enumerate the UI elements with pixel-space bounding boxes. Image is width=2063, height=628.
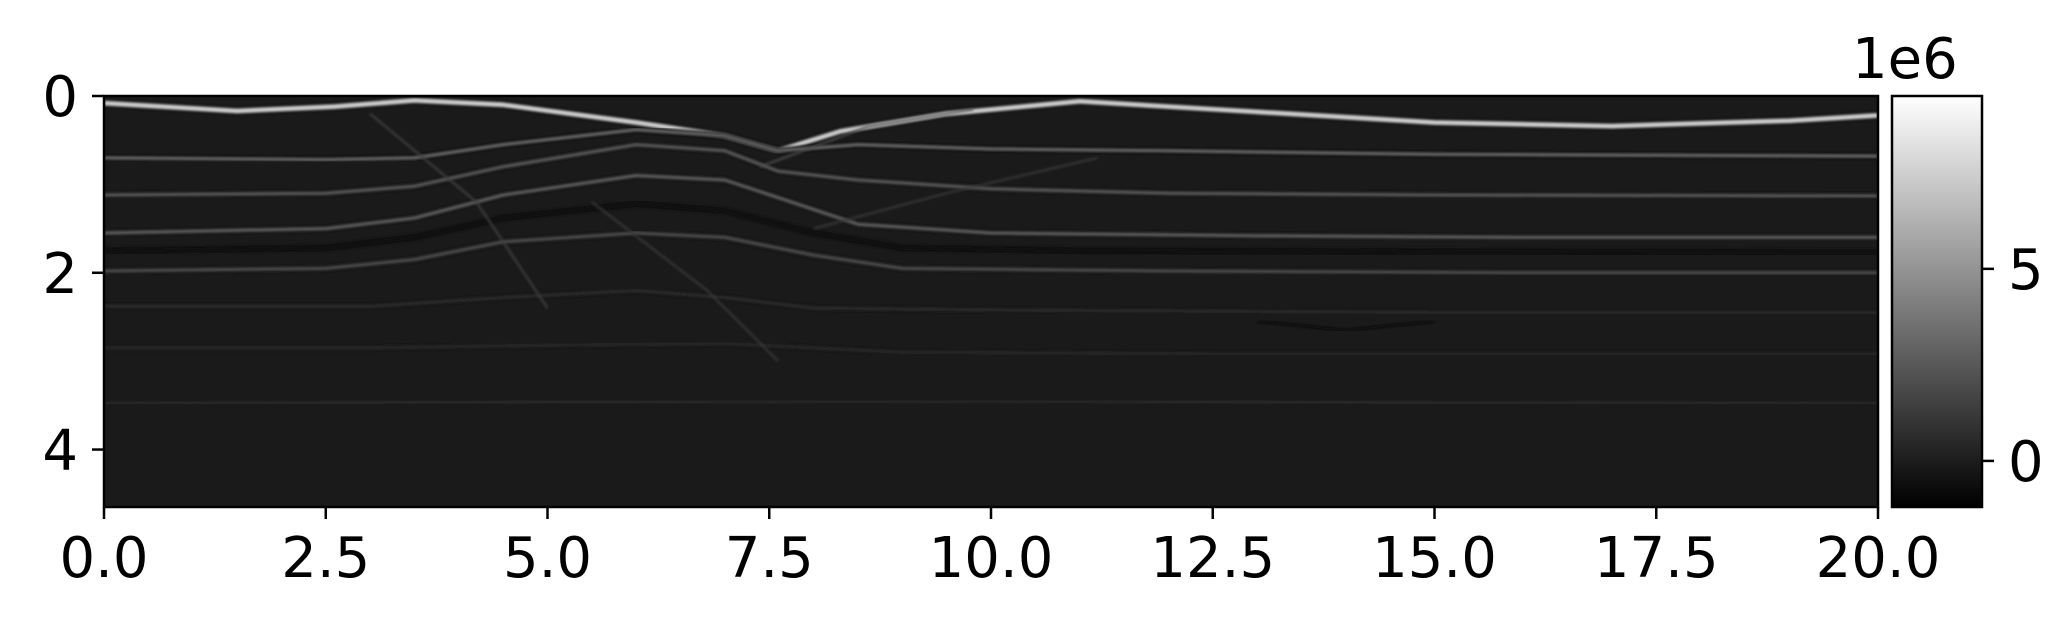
- y-tick-label: 4: [42, 419, 78, 484]
- plot-area: 0.0 2.5 5.0 7.5 10.0 12.5 15.0 17.5 20.0 0 2 4: [42, 65, 1940, 591]
- colorbar-tick-label: 5: [2008, 238, 2044, 303]
- reflector: [104, 143, 1878, 198]
- y-axis: 0 2 4: [42, 65, 104, 484]
- colorbar: 1e6 05: [1852, 27, 2044, 509]
- fault-trace: [369, 112, 549, 309]
- x-tick-label: 12.5: [1150, 526, 1275, 591]
- reflector: [104, 201, 1878, 255]
- colorbar-ticks: 05: [1982, 238, 2044, 495]
- y-tick-label: 0: [42, 65, 78, 130]
- seismic-image: [104, 96, 1878, 407]
- x-axis: 0.0 2.5 5.0 7.5 10.0 12.5 15.0 17.5 20.0: [59, 507, 1940, 591]
- x-tick-label: 10.0: [929, 526, 1054, 591]
- x-tick-label: 2.5: [281, 526, 370, 591]
- fault-trace: [1257, 320, 1435, 332]
- reflector: [104, 342, 1878, 356]
- x-tick-label: 20.0: [1816, 526, 1941, 591]
- colorbar-gradient: [1890, 94, 1984, 509]
- fault-trace: [591, 201, 779, 362]
- reflector: [104, 289, 1878, 314]
- reflector: [104, 128, 1878, 162]
- reflector: [104, 399, 1878, 405]
- fault-trace: [813, 156, 1098, 230]
- colorbar-offset-text: 1e6: [1852, 27, 1958, 92]
- colorbar-tick-label: 0: [2008, 430, 2044, 495]
- image-background: [104, 96, 1878, 507]
- x-tick-label: 5.0: [503, 526, 592, 591]
- x-tick-label: 0.0: [59, 526, 148, 591]
- reflector: [104, 174, 1878, 239]
- y-tick-label: 2: [42, 242, 78, 307]
- x-tick-label: 15.0: [1372, 526, 1497, 591]
- x-tick-label: 7.5: [725, 526, 814, 591]
- reflector: [104, 231, 1878, 275]
- x-tick-label: 17.5: [1594, 526, 1719, 591]
- fault-trace: [760, 108, 974, 168]
- reflector: [104, 97, 1878, 154]
